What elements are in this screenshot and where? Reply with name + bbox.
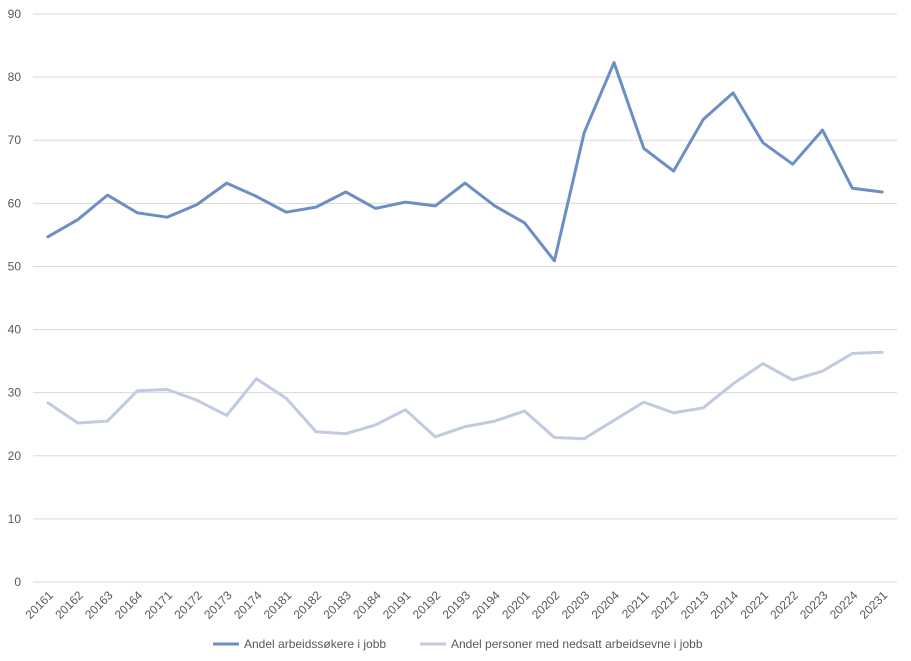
x-tick-label: 20212 (648, 588, 682, 622)
series-line-nedsatt-arbeidsevne (46, 350, 884, 441)
y-tick-label: 20 (8, 449, 22, 463)
x-tick-label: 20172 (171, 588, 205, 622)
x-tick-label: 20183 (320, 588, 354, 622)
x-tick-label: 20174 (231, 588, 265, 622)
x-tick-label: 20223 (797, 588, 831, 622)
x-tick-label: 20173 (201, 588, 235, 622)
y-tick-label: 80 (8, 70, 22, 84)
x-tick-label: 20162 (52, 588, 86, 622)
x-tick-label: 20203 (559, 588, 593, 622)
x-tick-label: 20191 (380, 588, 414, 622)
x-tick-label: 20204 (589, 588, 623, 622)
x-tick-label: 20194 (469, 588, 503, 622)
y-tick-label: 70 (8, 133, 22, 147)
x-tick-label: 20201 (499, 588, 533, 622)
y-tick-label: 10 (8, 512, 22, 526)
x-tick-label: 20164 (112, 588, 146, 622)
series-lines (46, 61, 884, 441)
x-tick-label: 20182 (291, 588, 325, 622)
x-tick-label: 20211 (619, 588, 652, 621)
legend-label-arbeidssokere: Andel arbeidssøkere i jobb (244, 637, 386, 651)
x-tick-label: 20193 (440, 588, 474, 622)
x-tick-label: 20221 (738, 588, 772, 622)
x-axis-ticks: 2016120162201632016420171201722017320174… (23, 588, 891, 622)
x-tick-label: 20192 (410, 588, 444, 622)
series-line-arbeidssokere (46, 61, 884, 263)
x-tick-label: 20224 (827, 588, 861, 622)
x-tick-label: 20161 (23, 588, 57, 622)
x-tick-label: 20214 (708, 588, 742, 622)
x-tick-label: 20171 (142, 588, 176, 622)
x-tick-label: 20231 (857, 588, 891, 622)
y-tick-label: 30 (8, 386, 22, 400)
y-axis-ticks: 0 10 20 30 40 50 60 70 80 90 (8, 7, 22, 589)
x-tick-label: 20163 (82, 588, 116, 622)
x-tick-label: 20222 (767, 588, 801, 622)
y-tick-label: 50 (8, 259, 22, 273)
y-tick-label: 90 (8, 7, 22, 21)
y-tick-label: 40 (8, 323, 22, 337)
y-tick-label: 60 (8, 196, 22, 210)
x-tick-label: 20181 (261, 588, 295, 622)
y-tick-label: 0 (14, 575, 21, 589)
legend-label-nedsatt-arbeidsevne: Andel personer med nedsatt arbeidsevne i… (451, 637, 703, 651)
x-tick-label: 20213 (678, 588, 712, 622)
legend: Andel arbeidssøkere i jobb Andel persone… (213, 637, 703, 651)
x-tick-label: 20202 (529, 588, 563, 622)
x-tick-label: 20184 (350, 588, 384, 622)
gridlines (33, 13, 897, 583)
